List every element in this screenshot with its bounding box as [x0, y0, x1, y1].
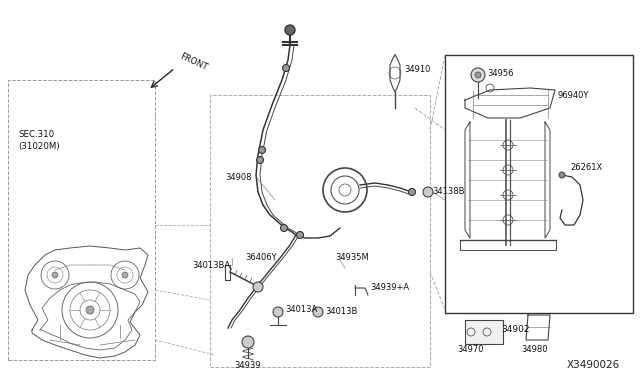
- Text: 34970: 34970: [458, 346, 484, 355]
- Bar: [8, 80, 155, 360]
- Text: 34138B: 34138B: [432, 187, 465, 196]
- Text: 34935M: 34935M: [335, 253, 369, 263]
- Text: 34939: 34939: [235, 360, 261, 369]
- Circle shape: [282, 64, 289, 71]
- Circle shape: [259, 147, 266, 154]
- Text: 26261X: 26261X: [570, 164, 602, 173]
- Circle shape: [559, 172, 565, 178]
- Circle shape: [86, 306, 94, 314]
- Circle shape: [257, 157, 264, 164]
- Circle shape: [253, 282, 263, 292]
- Circle shape: [471, 68, 485, 82]
- Circle shape: [285, 25, 295, 35]
- Circle shape: [313, 307, 323, 317]
- Text: FRONT: FRONT: [178, 52, 209, 72]
- Bar: [465, 320, 503, 344]
- Text: 34956: 34956: [487, 70, 513, 78]
- Circle shape: [408, 189, 415, 196]
- Text: SEC.310: SEC.310: [18, 130, 54, 139]
- Text: 34910: 34910: [404, 65, 430, 74]
- Circle shape: [273, 307, 283, 317]
- Text: 34980: 34980: [522, 346, 548, 355]
- Circle shape: [280, 224, 287, 231]
- Circle shape: [122, 272, 128, 278]
- Text: 34939+A: 34939+A: [370, 283, 409, 292]
- Text: 34013BA: 34013BA: [192, 260, 230, 269]
- Text: (31020M): (31020M): [18, 142, 60, 151]
- Text: X3490026: X3490026: [567, 360, 620, 370]
- Bar: [210, 95, 430, 367]
- Circle shape: [423, 187, 433, 197]
- Circle shape: [296, 231, 303, 238]
- Text: 34013B: 34013B: [325, 308, 357, 317]
- Circle shape: [52, 272, 58, 278]
- Bar: [445, 55, 633, 313]
- Circle shape: [475, 72, 481, 78]
- Text: 36406Y: 36406Y: [245, 253, 276, 263]
- Text: 34908: 34908: [225, 173, 252, 183]
- Text: 34013A: 34013A: [285, 305, 317, 314]
- Text: 34902: 34902: [502, 326, 531, 334]
- Text: 96940Y: 96940Y: [557, 90, 588, 99]
- Circle shape: [242, 336, 254, 348]
